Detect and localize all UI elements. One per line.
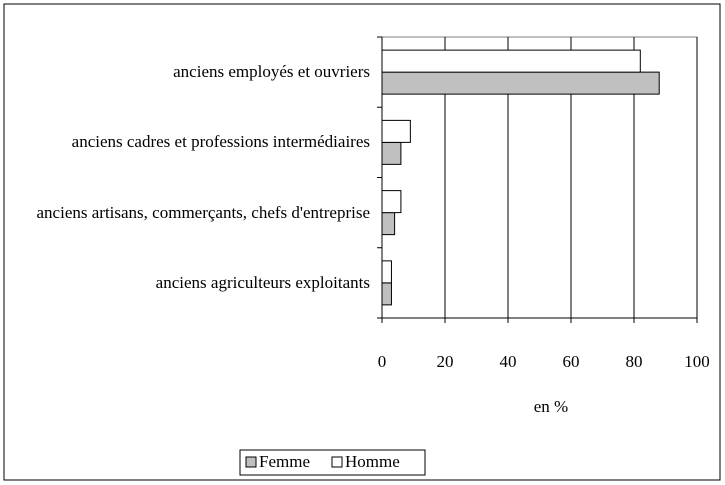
frame	[3, 3, 721, 481]
bar	[381, 141, 402, 165]
bar	[381, 260, 392, 284]
legend-swatch	[331, 456, 343, 468]
y-tick-label: anciens cadres et professions intermédia…	[71, 132, 370, 152]
x-tick-label: 100	[684, 352, 710, 371]
legend-swatch	[245, 456, 257, 468]
bar	[381, 282, 392, 306]
x-tick-label: 0	[378, 352, 387, 371]
y-tick-label: anciens agriculteurs exploitants	[155, 272, 370, 292]
legend-label: Homme	[345, 452, 400, 471]
y-tick-label: anciens employés et ouvriers	[173, 62, 370, 82]
x-tick-label: 80	[626, 352, 643, 371]
bar	[381, 71, 660, 95]
x-tick-label: 20	[437, 352, 454, 371]
legend-label: Femme	[259, 452, 310, 471]
bar	[381, 119, 411, 143]
bar	[381, 49, 641, 73]
bar	[381, 190, 402, 214]
x-tick-label: 40	[500, 352, 517, 371]
x-tick-label: 60	[563, 352, 580, 371]
bar	[381, 212, 396, 236]
x-axis-label: en %	[534, 397, 568, 416]
y-tick-label: anciens artisans, commerçants, chefs d'e…	[36, 202, 370, 222]
